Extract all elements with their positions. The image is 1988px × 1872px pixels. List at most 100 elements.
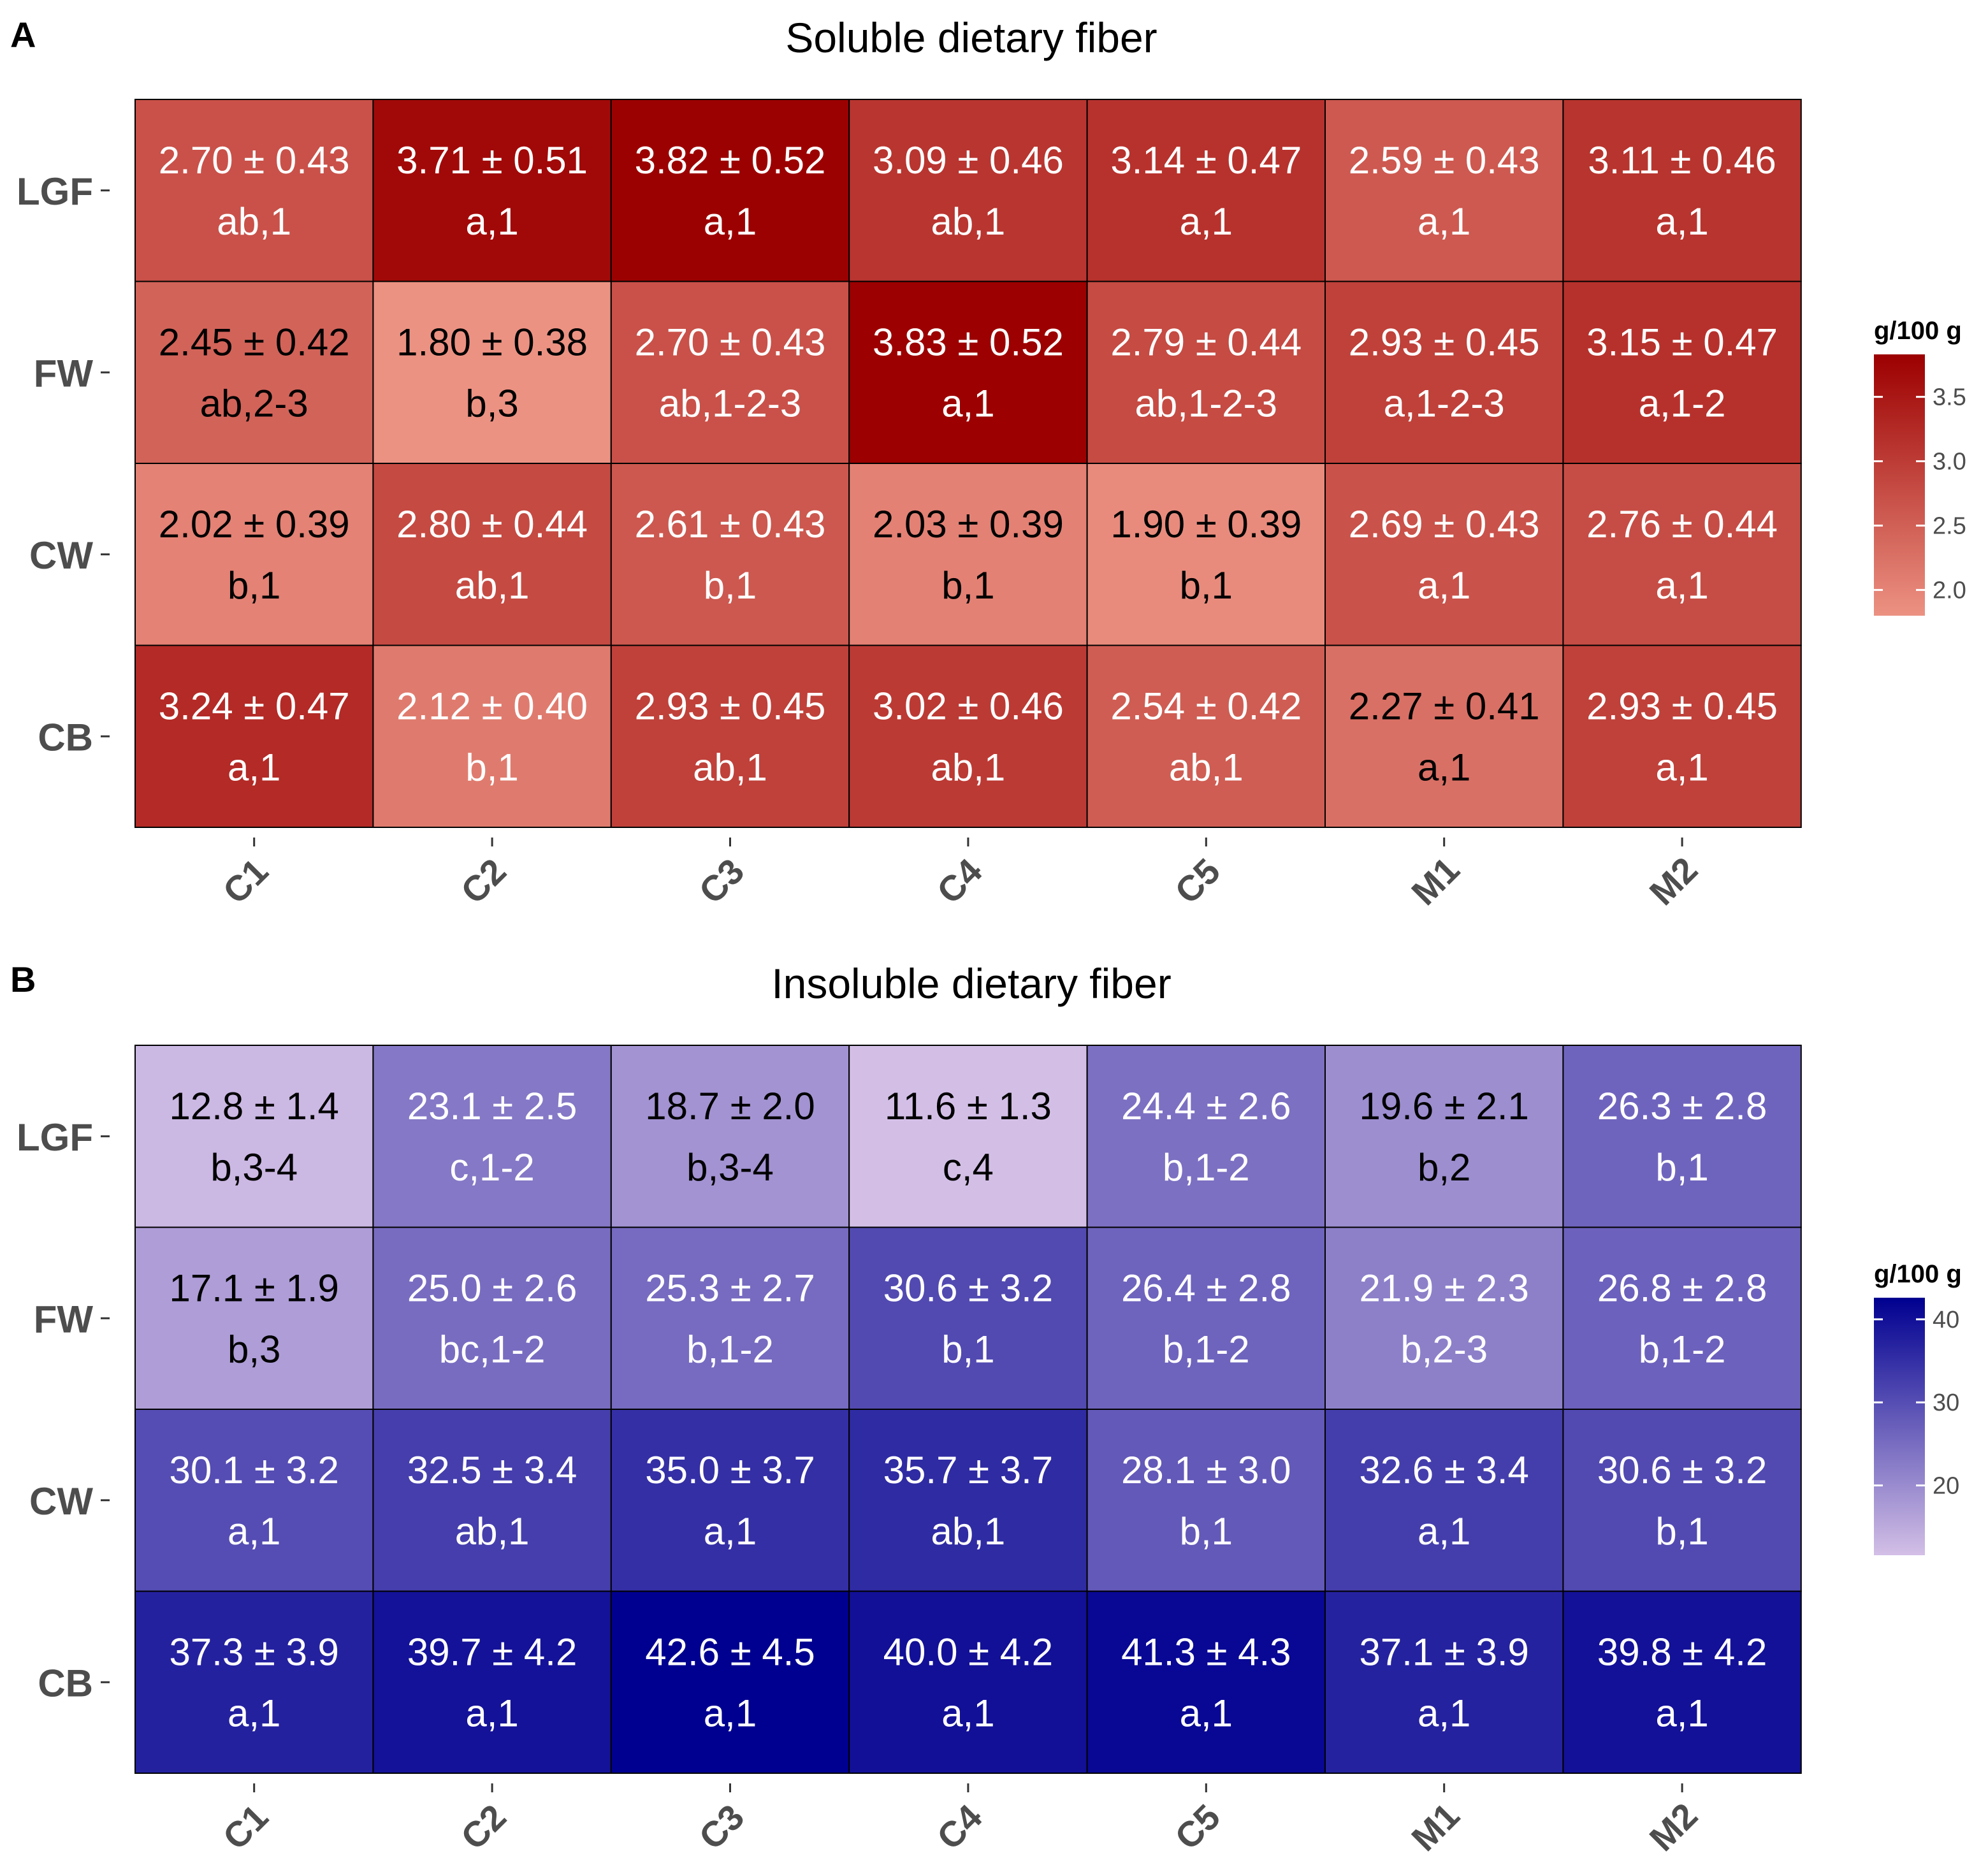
- cell-value-label: 2.59 ± 0.43: [1349, 139, 1540, 182]
- heatmap-cell: 2.45 ± 0.42 ab,2-3: [134, 280, 374, 464]
- cell-letter-label: a,1: [941, 1692, 994, 1735]
- heatmap-cell: 35.0 ± 3.7 a,1: [610, 1409, 850, 1592]
- cell-rect: [848, 1045, 1088, 1228]
- heatmap-cell: 42.6 ± 4.5 a,1: [610, 1590, 850, 1774]
- cell-letter-label: a,1: [1655, 1692, 1708, 1735]
- heatmap-cell: 2.27 ± 0.41 a,1: [1324, 644, 1564, 828]
- x-tick-label: C5: [1167, 1797, 1228, 1857]
- cell-rect: [610, 1590, 850, 1774]
- cell-letter-label: b,1: [228, 564, 280, 607]
- cell-value-label: 2.61 ± 0.43: [635, 503, 826, 546]
- cell-value-label: 32.6 ± 3.4: [1359, 1449, 1528, 1491]
- legend-tick-label: 2.5: [1933, 513, 1966, 540]
- cell-value-label: 24.4 ± 2.6: [1121, 1085, 1291, 1128]
- legend-soluble: g/100 g 3.5 3.0 2.5 2.0: [1874, 317, 1966, 616]
- cell-letter-label: a,1-2: [1639, 382, 1726, 425]
- cell-rect: [1086, 99, 1326, 282]
- cell-value-label: 30.6 ± 3.2: [883, 1267, 1053, 1310]
- cell-rect: [134, 280, 374, 464]
- cell-value-label: 3.02 ± 0.46: [873, 685, 1064, 728]
- heatmap-cell: 2.93 ± 0.45 a,1: [1562, 644, 1802, 828]
- cell-rect: [372, 99, 612, 282]
- cell-rect: [1562, 1409, 1802, 1592]
- cell-rect: [848, 644, 1088, 828]
- cell-rect: [1324, 1409, 1564, 1592]
- cell-letter-label: ab,1: [693, 746, 767, 789]
- cell-letter-label: a,1: [465, 200, 518, 243]
- heatmap-cell: 11.6 ± 1.3 c,4: [848, 1045, 1088, 1228]
- cell-value-label: 2.93 ± 0.45: [635, 685, 826, 728]
- heatmap-cell: 32.6 ± 3.4 a,1: [1324, 1409, 1564, 1592]
- cell-letter-label: a,1: [1418, 564, 1470, 607]
- cell-value-label: 3.24 ± 0.47: [159, 685, 350, 728]
- cell-letter-label: a,1: [1418, 1692, 1470, 1735]
- heatmap-cell: 3.71 ± 0.51 a,1: [372, 99, 612, 282]
- heatmap-cell: 2.70 ± 0.43 ab,1: [134, 99, 374, 282]
- cell-letter-label: ab,1-2-3: [1135, 382, 1277, 425]
- x-tick-label: C3: [691, 851, 751, 911]
- cell-rect: [610, 1409, 850, 1592]
- cell-rect: [134, 1045, 374, 1228]
- cell-value-label: 18.7 ± 2.0: [645, 1085, 815, 1128]
- cell-letter-label: c,4: [943, 1146, 994, 1189]
- cell-rect: [610, 1045, 850, 1228]
- legend-tick-label: 30: [1933, 1389, 1959, 1416]
- cell-value-label: 2.76 ± 0.44: [1586, 503, 1778, 546]
- heatmap-cell: 37.1 ± 3.9 a,1: [1324, 1590, 1564, 1774]
- cell-rect: [1562, 463, 1802, 646]
- cell-rect: [372, 463, 612, 646]
- cell-letter-label: b,1: [1180, 564, 1233, 607]
- cell-rect: [1324, 1226, 1564, 1410]
- cell-rect: [1086, 1226, 1326, 1410]
- cell-value-label: 3.14 ± 0.47: [1110, 139, 1302, 182]
- heatmap-cell: 2.80 ± 0.44 ab,1: [372, 463, 612, 646]
- x-tick-label: M1: [1404, 1795, 1467, 1859]
- cell-rect: [1324, 1045, 1564, 1228]
- heatmap-cell: 28.1 ± 3.0 b,1: [1086, 1409, 1326, 1592]
- heatmap-cell: 3.14 ± 0.47 a,1: [1086, 99, 1326, 282]
- cell-letter-label: b,1-2: [1163, 1146, 1250, 1189]
- cell-letter-label: b,1: [941, 1328, 994, 1371]
- heatmap-cell: 3.83 ± 0.52 a,1: [848, 280, 1088, 464]
- y-tick-label: CB: [38, 1662, 93, 1704]
- legend-soluble-title: g/100 g: [1874, 317, 1962, 345]
- cell-letter-label: bc,1-2: [439, 1328, 546, 1371]
- legend-tick-label: 20: [1933, 1473, 1959, 1500]
- cell-letter-label: a,1: [228, 1510, 280, 1553]
- legend-tick-label: 3.0: [1933, 449, 1966, 475]
- cell-letter-label: ab,2-3: [200, 382, 308, 425]
- cell-letter-label: a,1: [1418, 1510, 1470, 1553]
- cell-value-label: 21.9 ± 2.3: [1359, 1267, 1528, 1310]
- cell-rect: [134, 1226, 374, 1410]
- heatmap-cell: 3.15 ± 0.47 a,1-2: [1562, 280, 1802, 464]
- cell-value-label: 26.3 ± 2.8: [1597, 1085, 1767, 1128]
- cell-letter-label: a,1: [1180, 200, 1233, 243]
- heatmap-cell: 2.02 ± 0.39 b,1: [134, 463, 374, 646]
- legend-colorbar: [1874, 354, 1925, 616]
- cell-letter-label: b,1: [465, 746, 518, 789]
- cell-value-label: 12.8 ± 1.4: [169, 1085, 338, 1128]
- cell-value-label: 2.70 ± 0.43: [635, 321, 826, 364]
- cell-letter-label: b,1: [704, 564, 757, 607]
- heatmap-cell: 21.9 ± 2.3 b,2-3: [1324, 1226, 1564, 1410]
- heatmap-cell: 2.03 ± 0.39 b,1: [848, 463, 1088, 646]
- cell-rect: [848, 99, 1088, 282]
- cell-rect: [1324, 644, 1564, 828]
- cell-rect: [610, 280, 850, 464]
- heatmap-cell: 2.93 ± 0.45 a,1-2-3: [1324, 280, 1564, 464]
- heatmap-cell: 30.6 ± 3.2 b,1: [1562, 1409, 1802, 1592]
- cell-letter-label: ab,1: [455, 1510, 530, 1553]
- heatmap-cell: 2.76 ± 0.44 a,1: [1562, 463, 1802, 646]
- cell-letter-label: a,1: [1418, 200, 1470, 243]
- heatmap-cell: 18.7 ± 2.0 b,3-4: [610, 1045, 850, 1228]
- cell-value-label: 19.6 ± 2.1: [1359, 1085, 1528, 1128]
- cell-rect: [372, 1045, 612, 1228]
- cell-letter-label: a,1: [704, 1692, 757, 1735]
- cell-rect: [1324, 99, 1564, 282]
- cell-value-label: 41.3 ± 4.3: [1121, 1631, 1291, 1674]
- cell-value-label: 3.09 ± 0.46: [873, 139, 1064, 182]
- cell-letter-label: b,3: [228, 1328, 280, 1371]
- panel-a-title: Soluble dietary fiber: [785, 14, 1157, 61]
